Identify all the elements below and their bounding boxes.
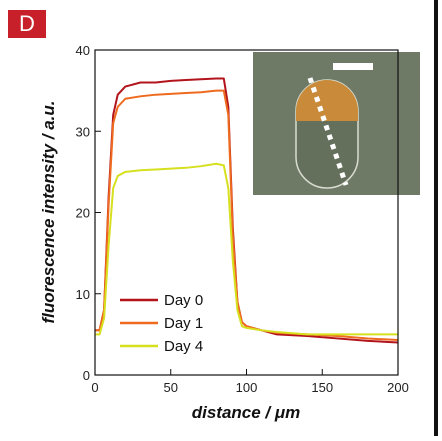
y-tick-label: 20 (76, 206, 90, 221)
x-tick-label: 200 (387, 380, 409, 395)
y-axis-title: fluorescence intensity / a.u. (39, 101, 58, 324)
x-tick-label: 150 (311, 380, 333, 395)
legend-label: Day 4 (164, 338, 203, 355)
legend-label: Day 1 (164, 315, 203, 332)
x-tick-label: 50 (164, 380, 178, 395)
x-tick-label: 0 (91, 380, 98, 395)
inset-image (253, 52, 420, 195)
x-tick-label: 100 (236, 380, 258, 395)
y-tick-label: 0 (83, 368, 90, 383)
legend-label: Day 0 (164, 292, 203, 309)
panel-label: D (19, 11, 35, 36)
x-axis-title: distance / μm (192, 403, 301, 422)
y-tick-label: 10 (76, 287, 90, 302)
chart: D distance / μm fluorescence intensity /… (0, 0, 442, 436)
y-tick-label: 40 (76, 43, 90, 58)
y-tick-label: 30 (76, 124, 90, 139)
